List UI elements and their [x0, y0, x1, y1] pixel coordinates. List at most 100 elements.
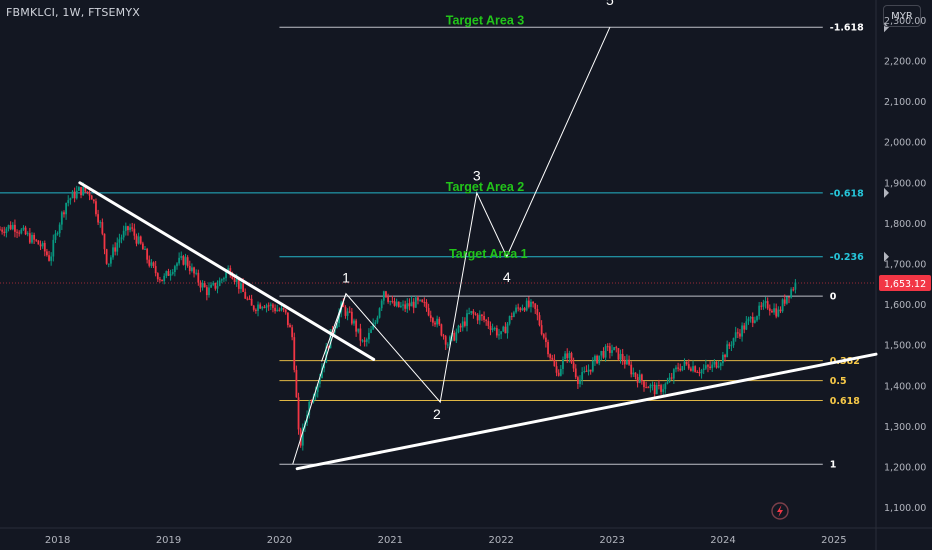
- x-tick-label: 2022: [488, 535, 513, 546]
- candle-body: [186, 257, 189, 266]
- candle-body: [382, 291, 385, 301]
- candle-body: [20, 229, 23, 234]
- candle-body: [399, 305, 402, 307]
- y-axis: 2,300.00 2,200.00 2,100.00 2,000.00 1,900.00…: [884, 16, 926, 514]
- candle-body: [329, 329, 332, 349]
- candle-body: [114, 247, 117, 252]
- candle-body: [295, 369, 298, 398]
- candle-body: [724, 354, 726, 358]
- candle-body: [643, 381, 645, 388]
- candle-body: [728, 344, 731, 346]
- candle-body: [103, 233, 106, 250]
- candle-body: [790, 289, 793, 298]
- candle-body: [694, 366, 697, 372]
- candle-body: [459, 325, 462, 328]
- candle-body: [617, 348, 620, 360]
- candle-body: [5, 228, 8, 233]
- candle-body: [231, 275, 234, 280]
- candle-body: [502, 326, 505, 332]
- candle-body: [60, 212, 63, 225]
- candle-body: [655, 385, 658, 395]
- candle-body: [662, 389, 665, 392]
- candle-body: [269, 304, 272, 306]
- candle-body: [466, 313, 468, 326]
- candle-body: [773, 308, 775, 313]
- candle-body: [261, 306, 264, 309]
- candle-body: [223, 278, 225, 280]
- candle-body: [191, 267, 193, 271]
- candle-body: [237, 279, 240, 289]
- currency-button[interactable]: MYR: [883, 5, 921, 27]
- candle-body: [133, 228, 136, 236]
- candle-body: [527, 300, 530, 307]
- candle-body: [267, 305, 270, 307]
- x-tick-label: 2020: [267, 535, 292, 546]
- candle-body: [690, 368, 692, 371]
- candle-body: [152, 262, 155, 267]
- candle-body: [314, 392, 317, 397]
- candle-body: [568, 353, 571, 359]
- candle-body: [308, 401, 311, 415]
- candle-body: [587, 369, 590, 372]
- candle-body: [148, 259, 151, 266]
- candle-body: [150, 262, 153, 266]
- fib-level-label: 0.618: [830, 396, 860, 407]
- candle-body: [423, 301, 426, 303]
- candle-body: [348, 311, 351, 313]
- candle-body: [178, 257, 181, 264]
- candle-body: [52, 239, 55, 257]
- x-tick-label: 2024: [710, 535, 735, 546]
- candle-body: [58, 224, 61, 234]
- candle-body: [278, 309, 281, 311]
- candle-body: [301, 427, 304, 446]
- candle-body: [598, 355, 601, 364]
- candle-body: [615, 347, 618, 349]
- candle-body: [214, 282, 217, 289]
- candle-body: [630, 364, 633, 375]
- candle-body: [82, 187, 85, 196]
- candle-body: [389, 301, 392, 303]
- candle-body: [536, 308, 539, 316]
- candle-body: [429, 315, 432, 319]
- candle-body: [792, 289, 795, 291]
- candle-body: [453, 332, 456, 341]
- candle-body: [254, 309, 257, 311]
- candle-body: [726, 344, 729, 358]
- candle-body: [355, 320, 358, 332]
- flash-icon-bolt: [777, 505, 783, 517]
- candle-body: [259, 304, 262, 309]
- candle-body: [46, 251, 48, 256]
- candle-body: [679, 368, 682, 371]
- candle-body: [440, 324, 443, 336]
- candle-body: [698, 372, 701, 374]
- elliott-wave: [292, 27, 611, 465]
- candle-body: [318, 377, 321, 384]
- candle-body: [131, 227, 134, 229]
- candle-body: [75, 190, 78, 199]
- candle-body: [408, 303, 411, 307]
- candle-body: [77, 187, 80, 191]
- candle-body: [65, 202, 68, 215]
- candle-body: [412, 301, 415, 308]
- flash-icon: [771, 502, 789, 520]
- candle-body: [265, 305, 268, 308]
- candle-body: [553, 359, 556, 367]
- candle-body: [794, 282, 797, 290]
- candle-body: [263, 306, 266, 308]
- candle-body: [476, 314, 479, 321]
- candle-body: [425, 302, 428, 308]
- candle-body: [227, 268, 230, 273]
- candle-body: [470, 311, 473, 314]
- candle-body: [410, 301, 413, 307]
- candle-body: [323, 363, 326, 369]
- candle-body: [521, 308, 524, 311]
- candle-body: [203, 283, 206, 288]
- candle-body: [747, 318, 750, 322]
- candle-body: [380, 300, 383, 309]
- candle-body: [395, 301, 398, 306]
- candle-body: [702, 368, 705, 371]
- candle-body: [715, 361, 718, 368]
- candle-body: [542, 334, 545, 338]
